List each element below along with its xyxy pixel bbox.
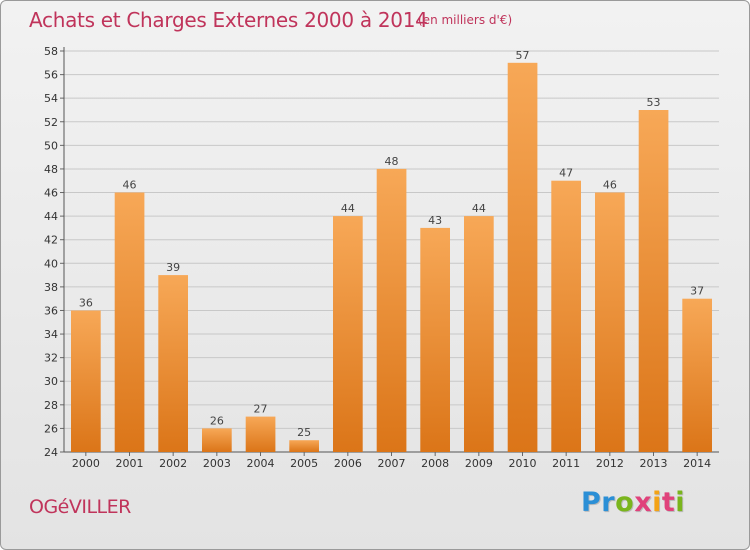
bar [464, 216, 494, 452]
x-tick-label: 2001 [116, 457, 144, 470]
x-tick-label: 2004 [247, 457, 275, 470]
bar [682, 298, 712, 452]
y-tick-label: 52 [44, 116, 58, 129]
logo-letter: P [581, 487, 602, 518]
y-tick-label: 44 [44, 210, 58, 223]
y-tick-label: 58 [44, 45, 58, 58]
commune-name: OGéVILLER [29, 496, 131, 518]
x-tick-label: 2014 [683, 457, 711, 470]
data-label: 43 [428, 214, 442, 227]
y-tick-label: 50 [44, 139, 58, 152]
logo-letter: i [652, 487, 662, 518]
y-tick-label: 56 [44, 69, 58, 82]
data-label: 36 [79, 296, 93, 309]
x-tick-label: 2006 [334, 457, 362, 470]
chart-title: Achats et Charges Externes 2000 à 2014 [29, 8, 428, 32]
data-label: 44 [341, 202, 355, 215]
y-tick-label: 48 [44, 163, 58, 176]
y-tick-label: 42 [44, 234, 58, 247]
bar [420, 227, 450, 452]
logo-letter: r [601, 487, 616, 518]
y-tick-label: 26 [44, 422, 58, 435]
x-tick-label: 2007 [378, 457, 406, 470]
x-tick-label: 2010 [509, 457, 537, 470]
y-tick-label: 46 [44, 187, 58, 200]
logo-letter: o [615, 487, 635, 518]
bar [245, 416, 276, 452]
bar [595, 192, 625, 452]
y-tick-label: 28 [44, 399, 58, 412]
y-tick-label: 38 [44, 281, 58, 294]
data-label: 57 [516, 49, 530, 62]
data-label: 37 [690, 285, 704, 298]
bar [638, 110, 669, 452]
proxiti-logo[interactable]: Proxiti [581, 487, 685, 518]
x-tick-label: 2000 [72, 457, 100, 470]
y-tick-label: 24 [44, 446, 58, 459]
data-label: 26 [210, 414, 224, 427]
bar [71, 310, 101, 452]
y-tick-label: 30 [44, 375, 58, 388]
bar [376, 168, 407, 452]
bar [202, 428, 232, 452]
data-label: 47 [559, 167, 573, 180]
data-label: 25 [297, 426, 311, 439]
bar [158, 275, 188, 452]
x-tick-label: 2003 [203, 457, 231, 470]
y-tick-label: 54 [44, 92, 58, 105]
bar [507, 62, 538, 453]
x-tick-label: 2005 [290, 457, 318, 470]
y-tick-label: 40 [44, 257, 58, 270]
x-tick-label: 2002 [159, 457, 187, 470]
y-tick-label: 36 [44, 304, 58, 317]
x-tick-label: 2013 [640, 457, 668, 470]
logo-letter: x [634, 487, 653, 518]
data-label: 46 [123, 179, 137, 192]
data-label: 44 [472, 202, 486, 215]
y-tick-label: 34 [44, 328, 58, 341]
bar [114, 192, 145, 452]
data-label: 48 [385, 155, 399, 168]
x-tick-label: 2012 [596, 457, 624, 470]
logo-letter: i [675, 487, 686, 518]
y-tick-label: 32 [44, 352, 58, 365]
x-tick-label: 2009 [465, 457, 493, 470]
data-label: 39 [166, 261, 180, 274]
bar [289, 440, 319, 452]
x-tick-label: 2011 [552, 457, 580, 470]
data-label: 27 [254, 403, 268, 416]
data-label: 46 [603, 179, 617, 192]
data-label: 53 [647, 96, 661, 109]
chart-unit-note: (en milliers d'€) [418, 13, 513, 27]
bar [551, 180, 581, 452]
logo-letter: t [661, 487, 676, 518]
bar [333, 216, 363, 452]
x-tick-label: 2008 [421, 457, 449, 470]
